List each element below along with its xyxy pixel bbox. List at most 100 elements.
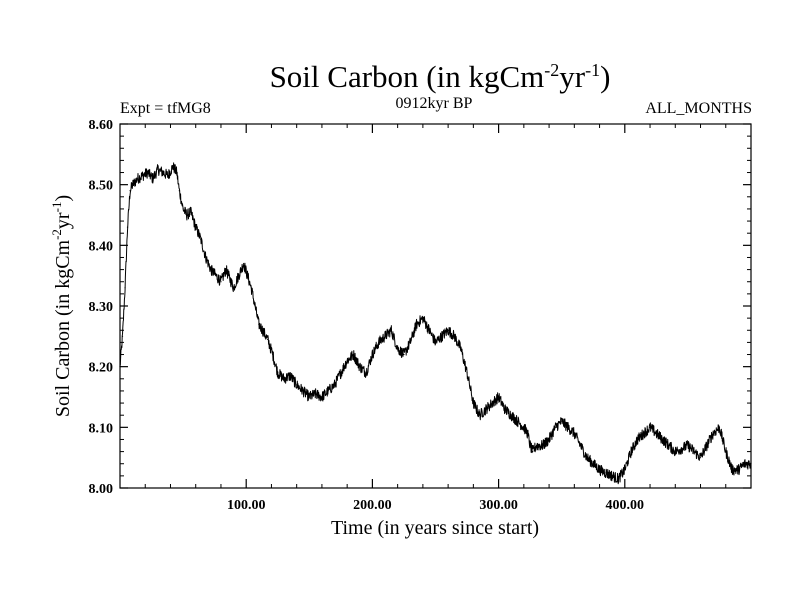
- data-point: [195, 226, 197, 228]
- data-point: [655, 432, 657, 434]
- data-point: [215, 275, 217, 277]
- data-point: [371, 353, 373, 356]
- data-point: [453, 335, 456, 337]
- data-point: [359, 366, 361, 368]
- data-point: [586, 457, 588, 459]
- data-point: [321, 396, 323, 398]
- data-point: [630, 451, 632, 453]
- y-tick-label: 8.60: [89, 118, 114, 133]
- data-point: [272, 353, 274, 356]
- data-point: [731, 469, 733, 471]
- data-point: [315, 393, 317, 395]
- data-point: [706, 444, 708, 447]
- data-point: [152, 178, 154, 180]
- chart-title-main: Soil Carbon (in kgCm: [270, 59, 545, 94]
- data-point: [129, 190, 131, 192]
- y-tick-label: 8.20: [89, 361, 114, 376]
- data-point: [573, 432, 575, 434]
- y-axis-label-sup1: -2: [49, 229, 64, 240]
- data-point: [340, 372, 342, 374]
- chart-title-sup2: -1: [585, 60, 600, 80]
- data-point: [283, 378, 285, 380]
- data-point: [674, 451, 676, 453]
- data-point: [422, 317, 424, 319]
- data-point: [308, 396, 310, 398]
- data-point: [162, 171, 164, 174]
- data-point: [250, 287, 252, 289]
- data-point: [441, 335, 443, 337]
- chart-title-end: ): [600, 59, 610, 94]
- data-point: [611, 475, 613, 477]
- data-point: [498, 396, 500, 398]
- data-point: [258, 323, 260, 325]
- data-point: [680, 447, 683, 450]
- data-point: [289, 375, 291, 377]
- data-point: [548, 438, 550, 441]
- data-point: [466, 372, 468, 374]
- data-point: [744, 463, 746, 465]
- data-point: [479, 414, 481, 416]
- data-point: [182, 208, 184, 210]
- data-point: [693, 451, 695, 453]
- data-point: [277, 372, 279, 374]
- y-tick-label: 8.50: [89, 179, 114, 194]
- data-point: [225, 269, 227, 271]
- data-point: [668, 444, 670, 447]
- y-axis-label-main: Soil Carbon (in kgCm: [52, 239, 74, 417]
- data-point: [302, 390, 304, 392]
- data-point: [137, 178, 139, 180]
- data-point: [447, 329, 449, 331]
- data-point: [390, 329, 392, 331]
- data-point: [737, 469, 739, 471]
- data-point: [232, 287, 235, 289]
- data-point: [178, 190, 180, 192]
- chart-title-sup1: -2: [544, 60, 559, 80]
- y-tick-label: 8.40: [89, 239, 114, 254]
- data-point: [649, 426, 651, 428]
- data-point: [542, 444, 544, 447]
- y-axis-label: Soil Carbon (in kgCm-2yr-1): [49, 195, 74, 417]
- data-point: [220, 281, 222, 283]
- x-tick-label: 300.00: [479, 498, 518, 513]
- data-point: [561, 420, 563, 422]
- data-point: [491, 402, 493, 404]
- plot-frame: [119, 123, 752, 489]
- data-point: [718, 426, 721, 428]
- data-point: [687, 444, 689, 447]
- y-axis-label-sup2: -1: [49, 202, 64, 213]
- data-point: [190, 211, 192, 213]
- data-point: [172, 165, 174, 168]
- period-label: 0912kyr BP: [396, 95, 473, 112]
- data-point: [532, 451, 534, 453]
- data-point: [397, 347, 399, 350]
- data-point: [415, 323, 418, 325]
- x-tick-label: 400.00: [606, 498, 645, 513]
- data-point: [712, 432, 714, 434]
- y-axis-ticks: 8.00 8.10 8.20 8.30 8.40 8.50 8.60: [89, 118, 751, 497]
- data-point: [485, 408, 487, 410]
- months-label: ALL_MONTHS: [645, 100, 752, 117]
- data-point: [254, 305, 256, 307]
- data-point: [167, 174, 169, 177]
- data-point: [554, 426, 556, 428]
- y-tick-label: 8.30: [89, 300, 114, 315]
- data-point: [460, 347, 462, 350]
- data-point: [205, 256, 207, 259]
- data-point: [699, 457, 702, 459]
- data-point: [243, 262, 245, 265]
- data-point: [121, 335, 124, 337]
- chart-title-mid: yr: [559, 59, 586, 94]
- data-point: [510, 414, 512, 416]
- data-point: [523, 426, 525, 428]
- experiment-label: Expt = tfMG8: [120, 100, 211, 117]
- data-point: [262, 329, 264, 331]
- data-point: [624, 469, 626, 471]
- data-point: [142, 174, 144, 177]
- data-point: [346, 360, 348, 362]
- data-point: [132, 184, 134, 186]
- data-point: [403, 353, 405, 356]
- data-point: [176, 171, 178, 174]
- data-point: [333, 384, 336, 386]
- x-axis-label: Time (in years since start): [331, 517, 539, 539]
